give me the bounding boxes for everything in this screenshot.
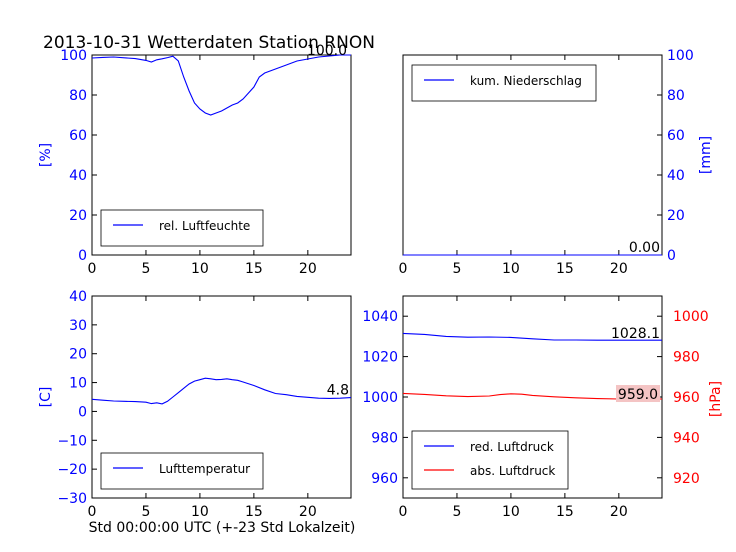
temperature-xtick-label: 15 <box>245 504 263 520</box>
humidity-frame <box>91 54 352 256</box>
pressure-xtick-label: 10 <box>502 504 520 520</box>
humidity-ytick-label: 100 <box>60 48 87 64</box>
pressure-last-value-right-bg <box>616 385 660 403</box>
humidity-ytick-label: 60 <box>69 128 87 144</box>
precip-legend-box <box>411 64 597 102</box>
pressure-legend-label-1: abs. Luftdruck <box>470 464 555 478</box>
humidity-series-0-line <box>91 54 351 116</box>
temperature-ytick-label: −20 <box>57 462 87 478</box>
temperature-last-value: 4.8 <box>327 383 349 399</box>
precip-ytick-label-right: 80 <box>667 88 685 104</box>
precip-xtick-label: 10 <box>502 261 520 277</box>
pressure-series-0-line <box>402 332 662 341</box>
precip-xtick-label: 5 <box>452 261 461 277</box>
precip-ytick-label-right: 60 <box>667 128 685 144</box>
humidity-ytick-label: 40 <box>69 168 87 184</box>
humidity-ytick-label: 0 <box>78 248 87 264</box>
pressure-last-value-right: 959.0 <box>618 387 658 403</box>
temperature-legend-label-0: Lufttemperatur <box>159 462 250 476</box>
temperature-ylabel: [C] <box>38 387 54 408</box>
pressure-ytick-label-right: 960 <box>673 390 700 406</box>
humidity-ytick-label: 20 <box>69 208 87 224</box>
humidity-xtick-label: 20 <box>299 261 317 277</box>
precip-xtick-label: 20 <box>610 261 628 277</box>
temperature-frame <box>91 295 352 499</box>
temperature-xtick-label: 0 <box>88 504 97 520</box>
temperature-ytick-label: 30 <box>69 318 87 334</box>
humidity-xtick-label: 0 <box>88 261 97 277</box>
temperature-ytick-label: 0 <box>78 404 87 420</box>
precip-xtick-label: 15 <box>556 261 574 277</box>
pressure-xtick-label: 20 <box>610 504 628 520</box>
precip-ytick-label-right: 0 <box>667 248 676 264</box>
pressure-ytick-label-right: 920 <box>673 471 700 487</box>
pressure-ytick-label-right: 940 <box>673 430 700 446</box>
temperature-series-0-line <box>91 377 352 405</box>
pressure-xtick-label: 15 <box>556 504 574 520</box>
temperature-ytick-label: 20 <box>69 347 87 363</box>
pressure-ytick-label: 980 <box>371 430 398 446</box>
humidity-legend-label-0: rel. Luftfeuchte <box>159 219 250 233</box>
humidity-xtick-label: 5 <box>141 261 150 277</box>
precip-ytick-label-right: 100 <box>667 48 694 64</box>
pressure-ytick-label: 1000 <box>362 390 398 406</box>
pressure-ylabel-right: [hPa] <box>708 381 724 417</box>
figure-title: 2013-10-31 Wetterdaten Station RNON <box>43 33 375 53</box>
temperature-xtick-label: 10 <box>191 504 209 520</box>
pressure-ytick-label-right: 980 <box>673 350 700 366</box>
precip-ylabel: [mm] <box>698 136 714 174</box>
humidity-last-value: 100.0 <box>307 43 347 59</box>
humidity-legend-box <box>100 209 264 247</box>
pressure-last-value-left: 1028.1 <box>611 326 660 342</box>
precip-legend-label-0: kum. Niederschlag <box>470 74 582 88</box>
temperature-ytick-label: 10 <box>69 376 87 392</box>
temperature-ytick-label: 40 <box>69 289 87 305</box>
humidity-ytick-label: 80 <box>69 88 87 104</box>
pressure-xtick-label: 0 <box>399 504 408 520</box>
precip-ytick-label-right: 20 <box>667 208 685 224</box>
temperature-ytick-label: −30 <box>57 491 87 507</box>
pressure-ytick-label: 1040 <box>362 309 398 325</box>
temperature-legend-box <box>100 452 264 490</box>
humidity-xtick-label: 15 <box>245 261 263 277</box>
temperature-ytick-label: −10 <box>57 433 87 449</box>
x-axis-label: Std 00:00:00 UTC (+-23 Std Lokalzeit) <box>89 520 356 536</box>
pressure-ytick-label: 1020 <box>362 350 398 366</box>
precip-xtick-label: 0 <box>399 261 408 277</box>
pressure-ytick-label: 960 <box>371 471 398 487</box>
humidity-ylabel: [%] <box>38 143 54 167</box>
temperature-xtick-label: 20 <box>299 504 317 520</box>
pressure-ytick-label-right: 1000 <box>673 309 709 325</box>
pressure-series-1-line <box>402 392 662 400</box>
precip-ytick-label-right: 40 <box>667 168 685 184</box>
humidity-xtick-label: 10 <box>191 261 209 277</box>
pressure-legend-label-0: red. Luftdruck <box>470 440 554 454</box>
temperature-xtick-label: 5 <box>141 504 150 520</box>
pressure-xtick-label: 5 <box>452 504 461 520</box>
pressure-legend-box <box>411 430 569 490</box>
precip-last-value: 0.00 <box>629 240 660 256</box>
